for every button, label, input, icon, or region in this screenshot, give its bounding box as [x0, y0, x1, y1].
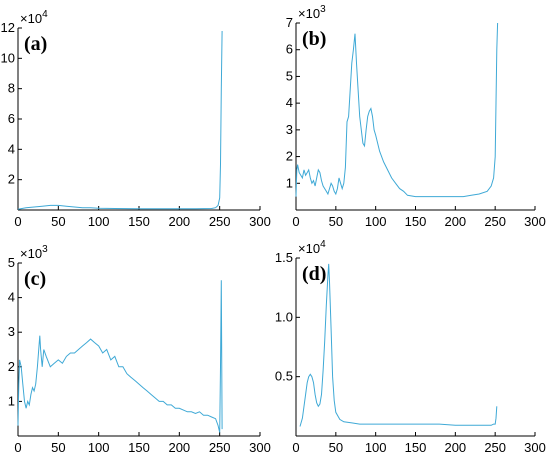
y-tick-label: 1: [286, 175, 293, 190]
x-tick-label: 100: [88, 440, 110, 455]
y-tick-label: 10: [1, 50, 15, 65]
axis-multiplier: ×103: [298, 4, 326, 21]
y-tick-label: 3: [8, 324, 15, 339]
x-tick-label: 200: [168, 214, 190, 229]
axis-multiplier-exponent: 4: [42, 9, 48, 20]
panel-label: (b): [302, 28, 326, 50]
axis-multiplier: ×104: [298, 239, 326, 256]
x-tick-label: 200: [444, 440, 466, 455]
y-tick-label: 5: [8, 255, 15, 270]
axis-multiplier-exponent: 3: [320, 4, 326, 15]
x-tick-label: 50: [329, 440, 343, 455]
axis-multiplier-base: ×10: [298, 6, 320, 21]
y-tick-label: 5: [286, 68, 293, 83]
y-tick-label: 1: [8, 393, 15, 408]
y-tick-label: 12: [1, 20, 15, 35]
x-tick-label: 0: [14, 440, 21, 455]
y-tick-label: 7: [286, 15, 293, 30]
x-tick-label: 250: [484, 214, 506, 229]
y-tick-label: 8: [8, 81, 15, 96]
x-tick-label: 0: [292, 440, 299, 455]
x-tick-label: 300: [524, 440, 546, 455]
x-tick-label: 100: [365, 440, 387, 455]
y-tick-label: 1.5: [275, 250, 293, 265]
panel-label: (d): [302, 263, 326, 285]
x-tick-label: 150: [405, 214, 427, 229]
x-tick-label: 300: [524, 214, 546, 229]
chart-panel-4: 0 50 100 150 200 250 300 0.5 1.0 1.5 ×104 (d): [275, 239, 546, 455]
x-tick-label: 0: [292, 214, 299, 229]
series-line: [299, 263, 498, 427]
axis-multiplier-exponent: 4: [320, 239, 326, 250]
axis-multiplier-exponent: 3: [42, 244, 48, 255]
series-line: [295, 22, 499, 198]
x-tick-label: 150: [128, 440, 150, 455]
x-tick-label: 150: [128, 214, 150, 229]
x-tick-label: 100: [88, 214, 110, 229]
panel-label: (c): [24, 268, 46, 290]
y-tick-label: 6: [8, 111, 15, 126]
x-tick-label: 50: [51, 440, 65, 455]
x-tick-label: 250: [209, 214, 231, 229]
y-tick-label: 4: [286, 95, 293, 110]
series-line: [17, 280, 223, 433]
x-tick-label: 200: [444, 214, 466, 229]
x-tick-label: 150: [405, 440, 427, 455]
x-tick-label: 250: [484, 440, 506, 455]
y-tick-label: 0.5: [275, 369, 293, 384]
panel-label: (a): [24, 33, 47, 55]
y-tick-label: 2: [8, 172, 15, 187]
axis-multiplier-base: ×10: [20, 11, 42, 26]
y-tick-label: 6: [286, 42, 293, 57]
x-tick-label: 200: [168, 440, 190, 455]
x-tick-label: 100: [365, 214, 387, 229]
axis-multiplier-base: ×10: [298, 241, 320, 256]
y-tick-label: 3: [286, 122, 293, 137]
series-line: [17, 30, 223, 210]
x-tick-label: 300: [249, 214, 271, 229]
axis-multiplier: ×104: [20, 9, 48, 26]
y-tick-label: 4: [8, 290, 15, 305]
x-tick-label: 250: [209, 440, 231, 455]
y-tick-label: 2: [286, 149, 293, 164]
y-tick-label: 2: [8, 359, 15, 374]
y-tick-label: 4: [8, 141, 15, 156]
y-tick-label: 1.0: [275, 309, 293, 324]
x-tick-label: 50: [51, 214, 65, 229]
x-tick-label: 300: [249, 440, 271, 455]
axis-multiplier: ×103: [20, 244, 48, 261]
axis-multiplier-base: ×10: [20, 246, 42, 261]
x-tick-label: 0: [14, 214, 21, 229]
x-tick-label: 50: [329, 214, 343, 229]
